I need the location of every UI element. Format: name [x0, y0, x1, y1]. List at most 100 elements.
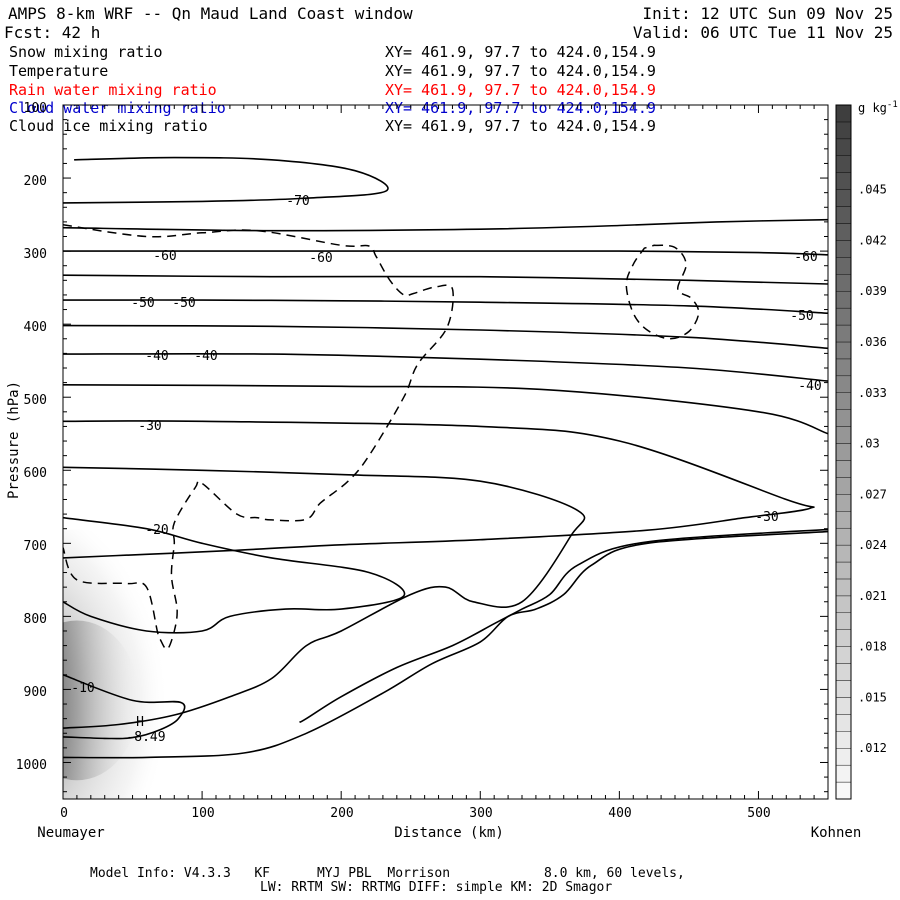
isotherm-label: -40	[194, 349, 217, 364]
colorbar-cell	[835, 324, 852, 343]
colorbar-cell	[835, 358, 852, 377]
valid-time: Valid: 06 UTC Tue 11 Nov 25	[633, 23, 893, 42]
isotherm-label: -60	[153, 249, 176, 264]
x-tick-label: 300	[469, 806, 492, 821]
colorbar-cell	[835, 494, 852, 512]
y-tick-label: 900	[24, 685, 47, 700]
high-marker: H	[136, 715, 144, 730]
x-tick-marks	[62, 105, 829, 799]
colorbar-cell	[835, 172, 852, 190]
isotherm-label: -50	[790, 309, 813, 324]
y-tick-label: 700	[24, 539, 47, 554]
colorbar-cell	[835, 731, 852, 749]
colorbar-cell	[835, 748, 852, 766]
colorbar-cell	[835, 663, 852, 681]
y-tick-label: 300	[24, 247, 47, 262]
isotherm-line	[63, 352, 828, 382]
colorbar-cells	[835, 104, 852, 800]
colorbar-cell	[835, 443, 852, 461]
isotherm-line	[299, 528, 828, 724]
x-tick-label: 100	[191, 806, 214, 821]
isotherm-label: -30	[755, 510, 778, 525]
colorbar-cell	[835, 697, 852, 715]
isotherm-line	[63, 156, 389, 204]
x-axis-label: Distance (km)	[394, 825, 504, 841]
colorbar-cell	[835, 206, 852, 224]
y-tick-label: 400	[24, 320, 47, 335]
colorbar-cell	[835, 477, 852, 495]
isotherm-line	[63, 299, 828, 314]
isotherm-label: -40	[798, 379, 821, 394]
colorbar-cell	[835, 409, 852, 427]
high-marker-value: -8.49	[126, 730, 165, 745]
colorbar-cell	[835, 629, 852, 647]
colorbar: g kg-1 .012.015.018.021.024.027.03.033.0…	[835, 100, 898, 800]
colorbar-label: .036	[858, 335, 887, 349]
field-name-snow: Snow mixing ratio	[9, 43, 163, 61]
field-xy-snow: XY= 461.9, 97.7 to 424.0,154.9	[385, 43, 656, 61]
isotherm-line	[63, 324, 828, 350]
y-tick-label: 600	[24, 466, 47, 481]
isotherm-label: -20	[145, 523, 168, 538]
isotherm-label: -50	[131, 296, 154, 311]
model-info-line1: Model Info: V4.3.3 KF MYJ PBL Morrison 8…	[90, 866, 685, 881]
colorbar-cell	[835, 426, 852, 444]
cloud-ice-contour	[625, 244, 700, 340]
colorbar-cell	[835, 680, 852, 698]
colorbar-frame	[835, 104, 852, 800]
colorbar-cell	[835, 561, 852, 580]
colorbar-label: .03	[858, 437, 880, 451]
colorbar-cell	[835, 375, 852, 393]
colorbar-label: .018	[858, 640, 887, 654]
colorbar-label: .012	[858, 741, 887, 755]
colorbar-cell	[835, 460, 852, 478]
colorbar-label: .045	[858, 183, 887, 197]
y-tick-label: 800	[24, 612, 47, 627]
colorbar-cell	[835, 138, 852, 156]
isotherm-line	[63, 466, 586, 729]
colorbar-cell	[835, 578, 852, 597]
x-tick-label: 200	[330, 806, 353, 821]
isotherm-line	[63, 218, 828, 232]
isotherm-line	[63, 674, 186, 740]
colorbar-cell	[835, 121, 852, 140]
field-xy-temperature: XY= 461.9, 97.7 to 424.0,154.9	[385, 62, 656, 80]
isotherm-line	[63, 384, 828, 435]
y-tick-label: 1000	[16, 758, 47, 773]
isotherm-line	[63, 274, 828, 285]
model-info-line2: LW: RRTM SW: RRTMG DIFF: simple KM: 2D S…	[260, 880, 612, 895]
colorbar-cell	[835, 595, 852, 614]
colorbar-cell	[835, 646, 852, 664]
figure-title: AMPS 8-km WRF -- Qn Maud Land Coast wind…	[8, 4, 413, 23]
colorbar-cell	[835, 511, 852, 529]
plot-area	[63, 156, 828, 799]
colorbar-cell	[835, 290, 852, 309]
colorbar-label: .042	[858, 233, 887, 247]
isotherm-label: -50	[172, 296, 195, 311]
isotherm-label: -60	[794, 250, 817, 265]
field-name-rain: Rain water mixing ratio	[9, 81, 217, 99]
contour-labels: -70 -60 -60 -60 -50 -50 -50 -40 -40 -40 …	[71, 194, 821, 745]
isotherm-line	[63, 250, 828, 256]
field-name-cloud-ice: Cloud ice mixing ratio	[9, 117, 208, 135]
isotherm-line	[63, 516, 406, 634]
field-xy-cloud-ice: XY= 461.9, 97.7 to 424.0,154.9	[385, 117, 656, 135]
field-xy-cloud-water: XY= 461.9, 97.7 to 424.0,154.9	[385, 99, 656, 117]
field-xy-rain: XY= 461.9, 97.7 to 424.0,154.9	[385, 81, 656, 99]
y-axis: 100 200 300 400 500 600 700 800 900 1000…	[6, 101, 828, 793]
init-time: Init: 12 UTC Sun 09 Nov 25	[643, 4, 893, 23]
colorbar-label: .024	[858, 538, 887, 552]
isotherm-line	[63, 530, 828, 759]
isotherm-label: -10	[71, 681, 94, 696]
colorbar-label: .015	[858, 690, 887, 704]
colorbar-cell	[835, 527, 852, 546]
right-endpoint-label: Kohnen	[811, 825, 862, 841]
colorbar-label: .039	[858, 284, 887, 298]
colorbar-cell	[835, 155, 852, 173]
colorbar-cell	[835, 274, 852, 292]
isotherm-label: -60	[309, 251, 332, 266]
colorbar-cell	[835, 341, 852, 360]
colorbar-cell	[835, 781, 852, 800]
x-tick-label: 500	[747, 806, 770, 821]
